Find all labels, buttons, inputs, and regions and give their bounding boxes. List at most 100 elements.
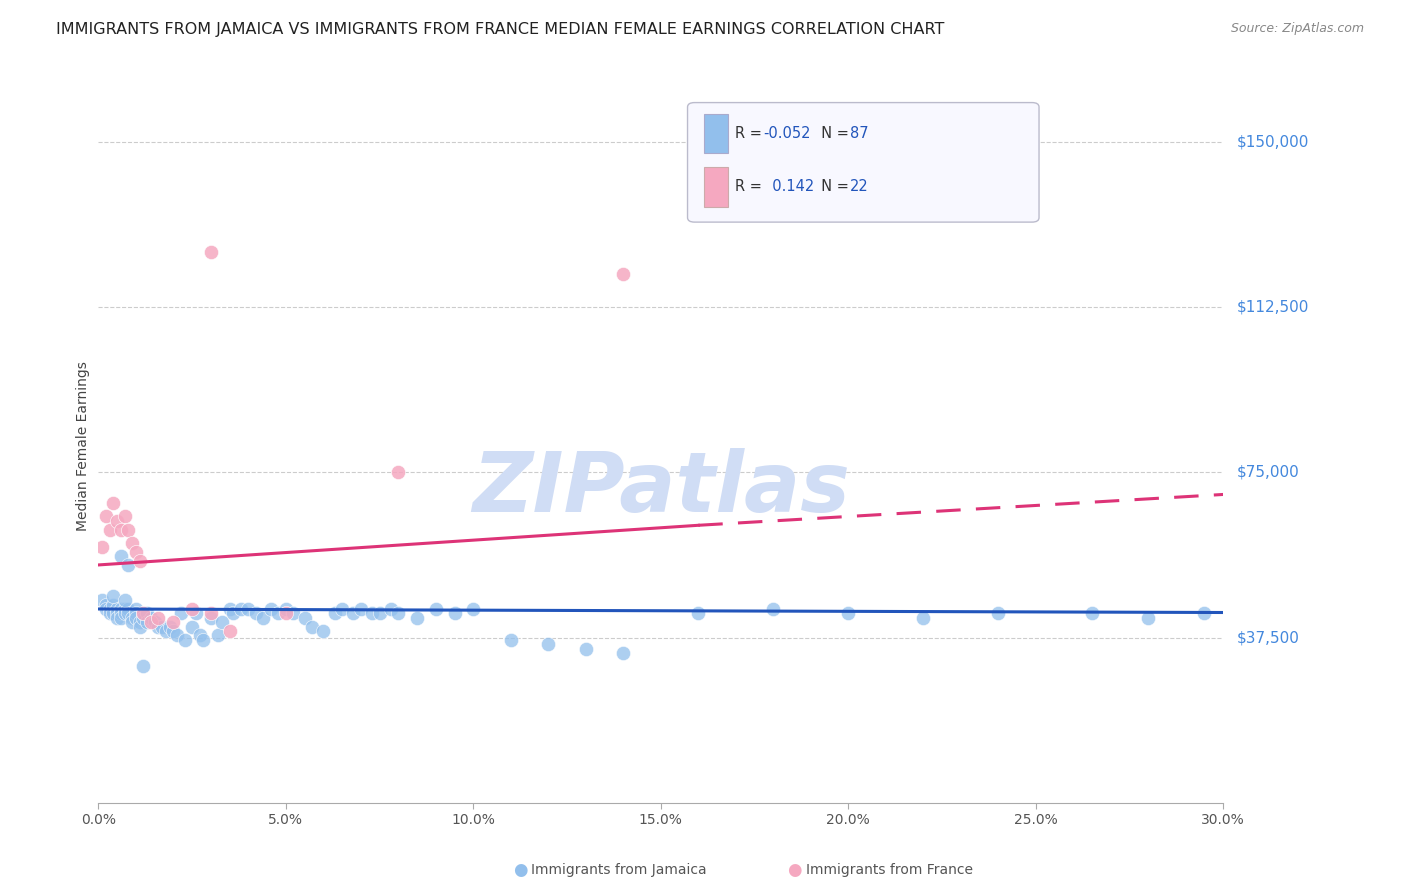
Immigrants from Jamaica <box>117 558 139 572</box>
Immigrants from Jamaica <box>150 619 173 633</box>
Immigrants from Jamaica <box>200 611 222 625</box>
Immigrants from Jamaica <box>193 632 215 647</box>
Immigrants from Jamaica <box>368 607 391 621</box>
Text: $75,000: $75,000 <box>1237 465 1301 480</box>
Immigrants from Jamaica <box>987 607 1010 621</box>
Immigrants from Jamaica <box>762 602 785 616</box>
Text: 0.142: 0.142 <box>763 179 814 194</box>
Immigrants from France <box>132 607 155 621</box>
Immigrants from Jamaica <box>1194 607 1216 621</box>
Immigrants from Jamaica <box>173 632 195 647</box>
Immigrants from Jamaica <box>361 607 384 621</box>
Text: 22: 22 <box>849 179 869 194</box>
Immigrants from Jamaica <box>110 602 132 616</box>
Immigrants from France <box>387 466 409 480</box>
Text: ●: ● <box>787 861 801 879</box>
Immigrants from Jamaica <box>103 598 125 612</box>
Immigrants from Jamaica <box>612 646 634 660</box>
Immigrants from Jamaica <box>170 607 193 621</box>
Immigrants from Jamaica <box>499 632 522 647</box>
Immigrants from France <box>121 536 143 550</box>
Immigrants from Jamaica <box>425 602 447 616</box>
Immigrants from France <box>200 607 222 621</box>
Immigrants from Jamaica <box>125 602 148 616</box>
Immigrants from Jamaica <box>1081 607 1104 621</box>
Immigrants from Jamaica <box>912 611 935 625</box>
Immigrants from Jamaica <box>132 607 155 621</box>
Text: Source: ZipAtlas.com: Source: ZipAtlas.com <box>1230 22 1364 36</box>
Text: ●: ● <box>513 861 527 879</box>
Immigrants from Jamaica <box>132 611 155 625</box>
Immigrants from France <box>148 611 170 625</box>
Text: R =: R = <box>735 179 766 194</box>
Immigrants from Jamaica <box>125 611 148 625</box>
Immigrants from Jamaica <box>117 602 139 616</box>
Immigrants from Jamaica <box>136 607 159 621</box>
Text: 87: 87 <box>849 127 869 141</box>
Immigrants from Jamaica <box>252 611 274 625</box>
Immigrants from Jamaica <box>837 607 859 621</box>
Immigrants from Jamaica <box>143 615 166 630</box>
Immigrants from Jamaica <box>294 611 316 625</box>
Immigrants from Jamaica <box>103 589 125 603</box>
Immigrants from Jamaica <box>136 615 159 630</box>
Immigrants from Jamaica <box>330 602 353 616</box>
Immigrants from France <box>105 514 128 528</box>
Immigrants from France <box>103 496 125 510</box>
Immigrants from Jamaica <box>125 607 148 621</box>
Immigrants from Jamaica <box>323 607 346 621</box>
Immigrants from France <box>125 545 148 559</box>
Immigrants from Jamaica <box>283 607 305 621</box>
Immigrants from Jamaica <box>98 602 121 616</box>
Immigrants from Jamaica <box>110 611 132 625</box>
Immigrants from Jamaica <box>166 628 188 642</box>
Immigrants from Jamaica <box>575 641 598 656</box>
Immigrants from France <box>91 541 114 555</box>
Immigrants from Jamaica <box>105 607 128 621</box>
Immigrants from France <box>274 607 297 621</box>
Immigrants from Jamaica <box>98 607 121 621</box>
Immigrants from Jamaica <box>139 611 162 625</box>
Immigrants from Jamaica <box>211 615 233 630</box>
Immigrants from Jamaica <box>155 624 177 638</box>
Immigrants from Jamaica <box>260 602 283 616</box>
Immigrants from Jamaica <box>105 602 128 616</box>
Immigrants from Jamaica <box>114 593 136 607</box>
Immigrants from Jamaica <box>537 637 560 651</box>
Immigrants from Jamaica <box>94 598 117 612</box>
Immigrants from Jamaica <box>387 607 409 621</box>
Immigrants from Jamaica <box>121 615 143 630</box>
Text: -0.052: -0.052 <box>763 127 811 141</box>
Immigrants from Jamaica <box>207 628 229 642</box>
Immigrants from Jamaica <box>406 611 429 625</box>
Immigrants from Jamaica <box>218 602 240 616</box>
Text: ZIPatlas: ZIPatlas <box>472 449 849 529</box>
Immigrants from Jamaica <box>238 602 260 616</box>
Text: Immigrants from France: Immigrants from France <box>806 863 973 877</box>
Immigrants from France <box>218 624 240 638</box>
Immigrants from France <box>200 245 222 260</box>
Immigrants from Jamaica <box>128 619 150 633</box>
Immigrants from Jamaica <box>132 659 155 673</box>
Immigrants from France <box>139 615 162 630</box>
Immigrants from France <box>612 267 634 281</box>
Text: Immigrants from Jamaica: Immigrants from Jamaica <box>531 863 707 877</box>
Text: $37,500: $37,500 <box>1237 630 1301 645</box>
Immigrants from Jamaica <box>103 607 125 621</box>
Immigrants from Jamaica <box>159 619 181 633</box>
Immigrants from Jamaica <box>312 624 335 638</box>
Immigrants from Jamaica <box>188 628 211 642</box>
Y-axis label: Median Female Earnings: Median Female Earnings <box>76 361 90 531</box>
Text: IMMIGRANTS FROM JAMAICA VS IMMIGRANTS FROM FRANCE MEDIAN FEMALE EARNINGS CORRELA: IMMIGRANTS FROM JAMAICA VS IMMIGRANTS FR… <box>56 22 945 37</box>
Immigrants from Jamaica <box>121 611 143 625</box>
Immigrants from Jamaica <box>688 607 710 621</box>
Text: R =: R = <box>735 127 766 141</box>
Immigrants from Jamaica <box>110 549 132 563</box>
Immigrants from Jamaica <box>463 602 485 616</box>
Immigrants from Jamaica <box>267 607 290 621</box>
Immigrants from Jamaica <box>184 607 207 621</box>
Immigrants from Jamaica <box>162 624 184 638</box>
Immigrants from Jamaica <box>114 607 136 621</box>
Immigrants from France <box>114 509 136 524</box>
Immigrants from Jamaica <box>342 607 364 621</box>
